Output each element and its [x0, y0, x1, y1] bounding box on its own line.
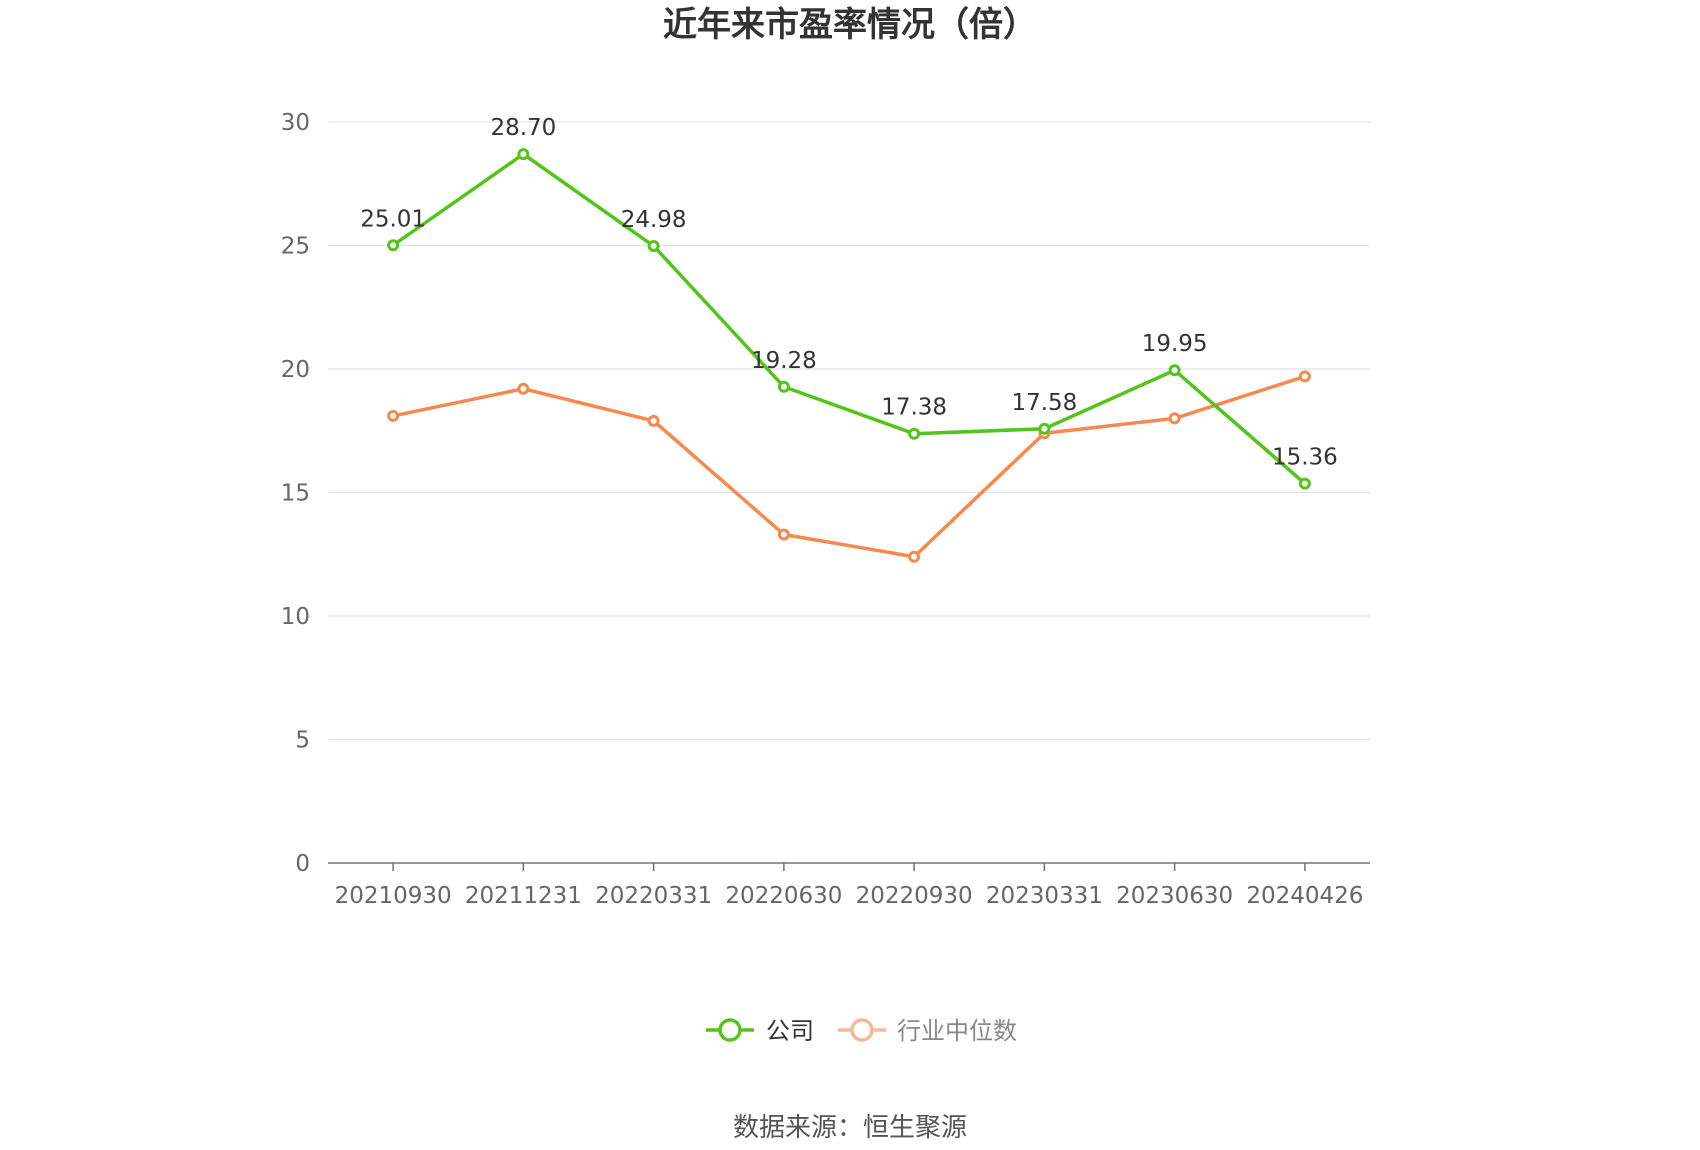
x-tick-label: 20210930 — [335, 883, 452, 909]
x-tick-label: 20230331 — [986, 883, 1103, 909]
y-tick-label: 20 — [281, 357, 310, 383]
data-point-0[interactable] — [908, 427, 921, 440]
source-note: 数据来源：恒生聚源 — [733, 1113, 967, 1143]
grid-layer — [328, 121, 1370, 741]
data-point-0[interactable] — [387, 239, 400, 252]
y-tick-label: 25 — [281, 234, 310, 260]
x-tick-label: 20220331 — [595, 883, 712, 909]
data-label: 17.38 — [881, 395, 947, 421]
data-point-1[interactable] — [1168, 412, 1181, 425]
x-tick-label: 20211231 — [465, 883, 582, 909]
x-tick-label: 20220930 — [856, 883, 973, 909]
x-tick-label: 20220630 — [725, 883, 842, 909]
data-point-0[interactable] — [1168, 364, 1181, 377]
x-tick-label: 20230630 — [1116, 883, 1233, 909]
data-label: 25.01 — [360, 206, 426, 232]
x-tick-label: 20240426 — [1246, 883, 1363, 909]
y-tick-label: 30 — [281, 110, 310, 136]
data-point-1[interactable] — [1298, 370, 1311, 383]
series-line-0 — [392, 152, 1307, 485]
data-label: 19.28 — [751, 348, 817, 374]
data-point-1[interactable] — [908, 550, 921, 563]
data-point-0[interactable] — [647, 239, 660, 252]
data-label: 15.36 — [1272, 445, 1338, 471]
legend-marker-icon — [850, 1018, 874, 1042]
axis-layer: 0 5 10 15 20 25 30 20210930 20211231 20220331 2022… — [281, 110, 1370, 909]
legend: 公司 行业中位数 — [706, 1017, 1017, 1045]
data-point-1[interactable] — [387, 409, 400, 422]
series-layer — [387, 148, 1311, 563]
data-label: 17.58 — [1011, 390, 1077, 416]
data-label: 19.95 — [1142, 331, 1208, 357]
legend-marker-icon — [718, 1018, 742, 1042]
legend-item-0[interactable]: 公司 — [706, 1017, 814, 1045]
legend-label: 行业中位数 — [897, 1017, 1017, 1045]
data-point-0[interactable] — [777, 380, 790, 393]
series-line-1 — [392, 374, 1306, 559]
data-point-0[interactable] — [1298, 477, 1311, 490]
legend-label: 公司 — [766, 1017, 814, 1045]
data-point-1[interactable] — [777, 528, 790, 541]
data-point-0[interactable] — [517, 148, 530, 161]
y-tick-label: 5 — [295, 728, 310, 754]
data-label: 24.98 — [621, 207, 687, 233]
chart-title: 近年来市盈率情况（倍） — [663, 5, 1037, 45]
y-tick-label: 0 — [295, 851, 310, 877]
y-tick-label: 10 — [281, 604, 310, 630]
legend-item-1[interactable]: 行业中位数 — [838, 1017, 1017, 1045]
data-point-0[interactable] — [1038, 422, 1051, 435]
data-label-layer: 25.01 28.70 24.98 19.28 17.38 17.58 19.95 15.36 — [360, 115, 1338, 470]
data-point-1[interactable] — [517, 382, 530, 395]
data-point-1[interactable] — [647, 414, 660, 427]
y-tick-label: 15 — [281, 481, 310, 507]
data-label: 28.70 — [490, 115, 556, 141]
